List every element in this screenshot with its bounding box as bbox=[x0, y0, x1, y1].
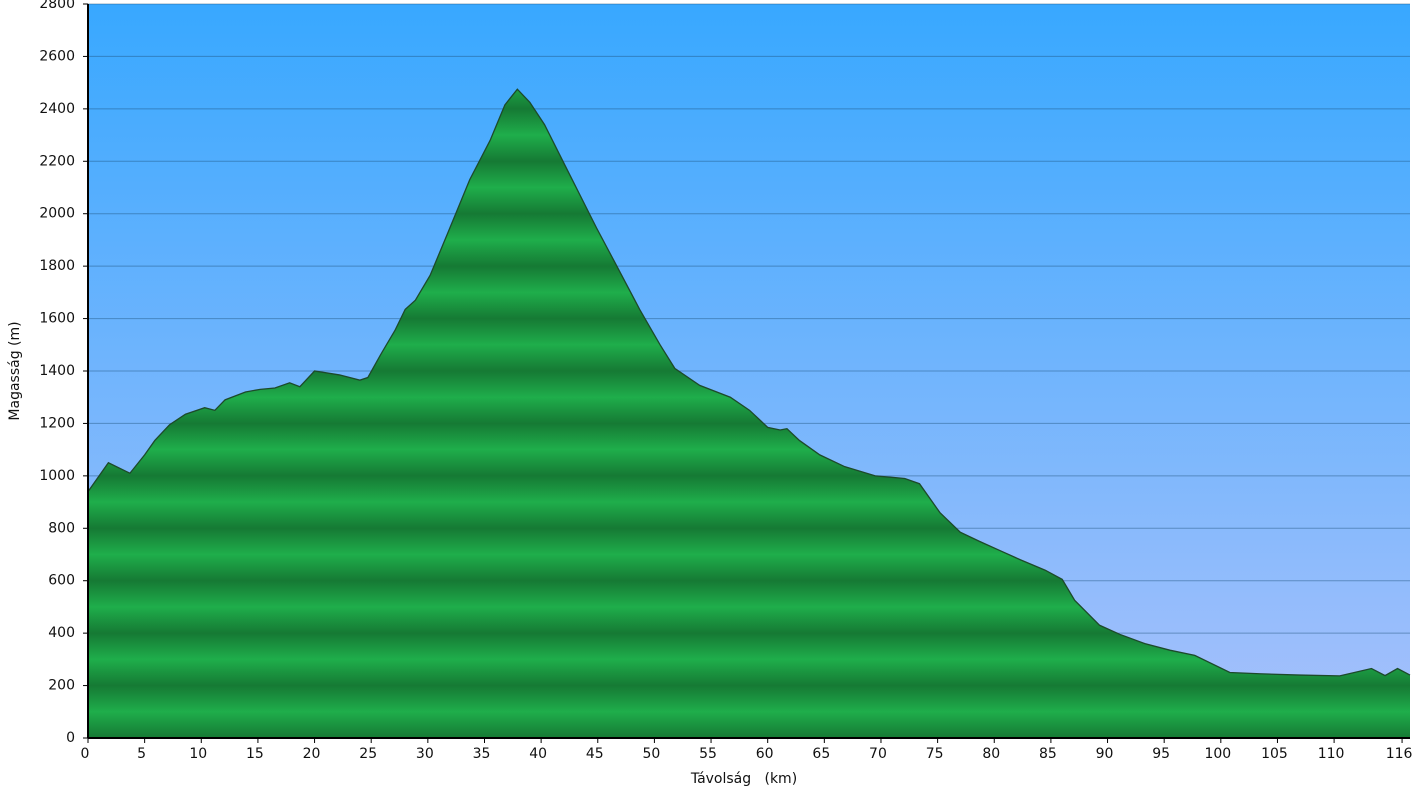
y-tick-label: 1400 bbox=[39, 363, 75, 379]
x-tick-label: 105 bbox=[1261, 746, 1288, 762]
x-tick-label: 0 bbox=[81, 746, 90, 762]
y-tick-label: 1600 bbox=[39, 311, 75, 327]
y-axis-title: Magasság (m) bbox=[7, 321, 23, 420]
y-tick-label: 2600 bbox=[39, 48, 75, 64]
x-tick-label: 50 bbox=[642, 746, 660, 762]
y-tick-label: 800 bbox=[48, 520, 75, 536]
x-tick-label: 5 bbox=[137, 746, 146, 762]
x-tick-label: 70 bbox=[869, 746, 887, 762]
x-axis-title: Távolság (km) bbox=[690, 771, 797, 787]
y-tick-label: 1200 bbox=[39, 415, 75, 431]
x-tick-label: 20 bbox=[303, 746, 321, 762]
y-tick-label: 200 bbox=[48, 678, 75, 694]
y-tick-label: 2200 bbox=[39, 153, 75, 169]
y-tick-label: 0 bbox=[66, 730, 75, 746]
x-tick-label: 45 bbox=[586, 746, 604, 762]
x-tick-label: 95 bbox=[1152, 746, 1170, 762]
x-tick-label: 110 bbox=[1318, 746, 1345, 762]
y-tick-label: 400 bbox=[48, 625, 75, 641]
y-tick-label: 1000 bbox=[39, 468, 75, 484]
x-tick-label: 65 bbox=[812, 746, 830, 762]
y-tick-label: 600 bbox=[48, 573, 75, 589]
y-tick-label: 2800 bbox=[39, 0, 75, 12]
x-tick-label: 85 bbox=[1039, 746, 1057, 762]
x-tick-label: 80 bbox=[982, 746, 1000, 762]
x-tick-label: 90 bbox=[1096, 746, 1114, 762]
x-tick-label: 55 bbox=[699, 746, 717, 762]
y-tick-label: 2400 bbox=[39, 101, 75, 117]
x-tick-label: 25 bbox=[359, 746, 377, 762]
area-fill bbox=[88, 89, 1410, 739]
x-tick-label: 15 bbox=[246, 746, 264, 762]
x-tick-label: 116 bbox=[1386, 746, 1413, 762]
x-tick-label: 75 bbox=[926, 746, 944, 762]
y-tick-label: 2000 bbox=[39, 206, 75, 222]
y-tick-label: 1800 bbox=[39, 258, 75, 274]
x-tick-label: 60 bbox=[756, 746, 774, 762]
x-tick-label: 100 bbox=[1204, 746, 1231, 762]
x-tick-label: 10 bbox=[189, 746, 207, 762]
x-tick-label: 35 bbox=[473, 746, 491, 762]
x-tick-label: 40 bbox=[529, 746, 547, 762]
area bbox=[87, 88, 1411, 677]
x-tick-label: 30 bbox=[416, 746, 434, 762]
